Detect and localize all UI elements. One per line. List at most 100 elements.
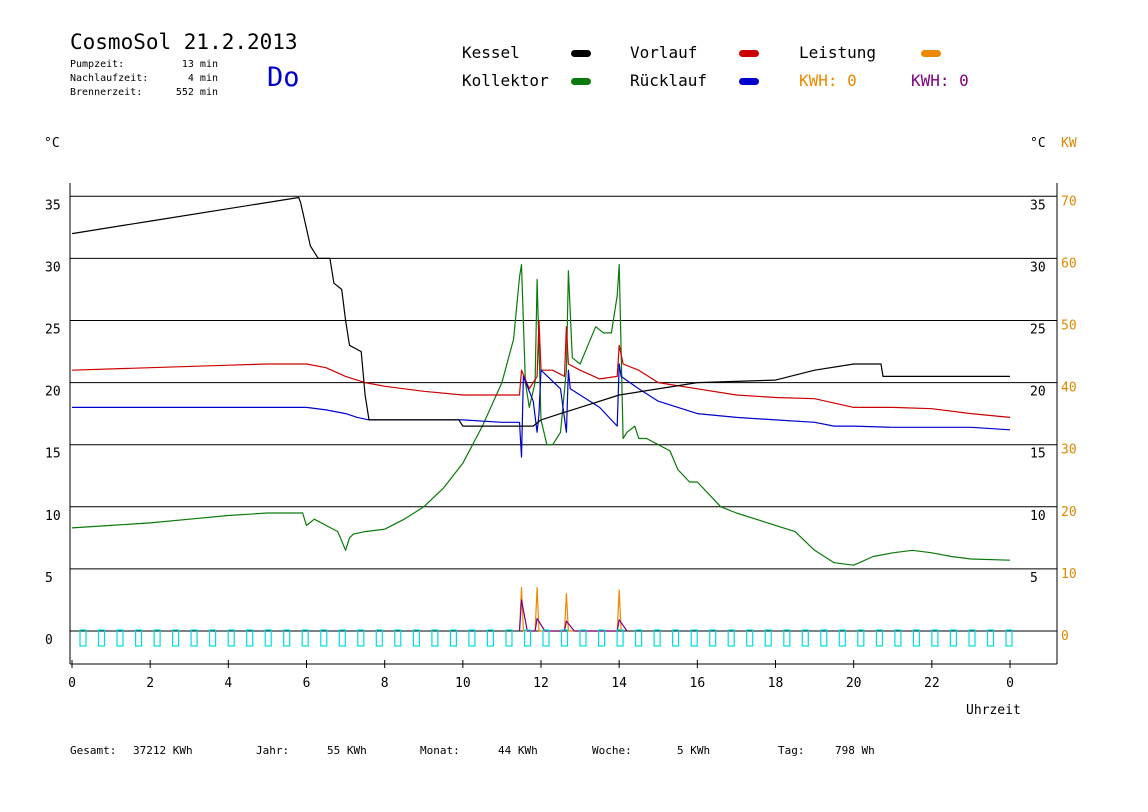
x-tick: 2 <box>146 676 154 691</box>
footer-woche-label: Woche: <box>592 744 632 757</box>
legend-vorlauf-swatch <box>739 50 759 57</box>
series-kessel <box>71 196 1010 427</box>
pump-mark <box>357 629 365 647</box>
y-tick-left: 5 <box>45 571 53 586</box>
y-tick-kw: 70 <box>1061 194 1077 209</box>
y-tick-left: 25 <box>45 323 61 338</box>
footer-jahr-label: Jahr: <box>256 744 290 757</box>
x-tick: 18 <box>768 676 784 691</box>
pump-mark <box>634 629 643 647</box>
pump-mark <box>949 629 958 647</box>
x-tick: 8 <box>381 676 389 691</box>
pump-mark <box>116 629 124 647</box>
pump-mark <box>449 629 457 647</box>
y-axis-right-label: °C <box>1030 136 1046 151</box>
legend-kollektor-label: Kollektor <box>462 71 549 90</box>
pump-mark <box>264 629 272 647</box>
pump-mark <box>968 629 976 647</box>
pump-mark <box>931 629 939 647</box>
y-tick-left: 30 <box>45 260 61 275</box>
pump-mark <box>338 629 346 647</box>
series-kollektor <box>71 264 1011 566</box>
x-tick: 0 <box>68 676 76 691</box>
y-tick-kw: 30 <box>1061 443 1077 458</box>
legend-ruecklauf-swatch <box>739 78 759 85</box>
footer-monat-label: Monat: <box>420 744 460 757</box>
footer-woche-value: 5 KWh <box>677 744 711 757</box>
legend-vorlauf-label: Vorlauf <box>630 43 698 62</box>
footer-tag-label: Tag: <box>778 744 805 757</box>
y-tick-kw: 10 <box>1061 567 1077 582</box>
legend-kwh-orange: KWH: 0 <box>799 71 857 90</box>
y-tick-right: 20 <box>1030 385 1046 400</box>
pump-mark <box>486 629 494 647</box>
y-tick-left: 10 <box>45 509 61 524</box>
x-tick: 22 <box>924 676 940 691</box>
pump-mark <box>542 629 550 647</box>
legend-leistung-swatch <box>921 50 941 57</box>
x-tick: 16 <box>690 676 706 691</box>
series-ruecklauf <box>72 363 1011 458</box>
pump-mark <box>394 629 402 647</box>
pump-mark <box>560 629 569 647</box>
x-tick: 14 <box>611 676 627 691</box>
y-tick-kw: 60 <box>1061 256 1077 271</box>
pump-mark <box>783 629 791 647</box>
pump-mark <box>820 629 828 647</box>
legend-ruecklauf-label: Rücklauf <box>630 71 708 90</box>
pump-mark <box>838 629 846 647</box>
y-tick-right: 15 <box>1030 447 1046 462</box>
y-tick-kw: 50 <box>1061 319 1077 334</box>
pump-mark <box>283 629 291 647</box>
footer-monat-value: 44 KWh <box>498 744 538 757</box>
pump-mark <box>79 629 87 647</box>
pump-mark <box>690 629 698 647</box>
pump-mark <box>746 629 754 647</box>
y-tick-kw: 20 <box>1061 505 1077 520</box>
pump-mark <box>135 629 143 647</box>
pump-mark <box>616 629 624 647</box>
x-tick: 10 <box>455 676 471 691</box>
pump-mark <box>912 629 921 647</box>
pump-mark <box>227 629 235 647</box>
pump-mark <box>671 629 680 647</box>
pump-mark <box>894 629 902 647</box>
stat-pumpzeit-label: Pumpzeit: <box>70 59 125 70</box>
pump-mark <box>301 629 309 647</box>
legend-kollektor-swatch <box>571 78 591 85</box>
chart-title: CosmoSol 21.2.2013 <box>70 30 298 54</box>
pump-mark <box>246 629 254 647</box>
x-axis-label: Uhrzeit <box>966 703 1021 718</box>
y-axis-left-label: °C <box>44 136 60 151</box>
stat-brennerzeit-value: 552 min <box>175 87 218 98</box>
y-tick-right: 30 <box>1030 260 1046 275</box>
y-tick-left: 20 <box>45 385 61 400</box>
stat-nachlaufzeit-value: 4 min <box>187 73 218 84</box>
series-leistung <box>518 586 622 632</box>
pump-mark <box>97 629 106 647</box>
y-tick-right: 35 <box>1030 198 1046 213</box>
pump-mark <box>857 629 865 647</box>
footer-gesamt-label: Gesamt: <box>70 744 117 757</box>
y-tick-right: 25 <box>1030 323 1046 338</box>
footer-gesamt-value: 37212 KWh <box>133 744 193 757</box>
y-tick-kw: 40 <box>1061 381 1077 396</box>
pump-mark <box>709 629 717 647</box>
pump-mark <box>468 629 476 647</box>
pump-mark <box>153 629 161 647</box>
pump-mark <box>579 629 587 647</box>
y-tick-right: 10 <box>1030 509 1046 524</box>
pump-mark <box>412 629 420 647</box>
series-vorlauf <box>71 319 1011 418</box>
pump-mark <box>875 629 884 647</box>
series-kwh <box>518 599 628 632</box>
weekday-label: Do <box>267 62 300 93</box>
pump-mark <box>764 629 772 647</box>
pump-mark <box>190 629 198 647</box>
pump-mark <box>653 629 661 647</box>
legend-kessel-label: Kessel <box>462 43 520 62</box>
x-tick: 12 <box>533 676 549 691</box>
pump-mark <box>1005 629 1013 647</box>
y-axis-kw-label: KW <box>1061 136 1077 151</box>
